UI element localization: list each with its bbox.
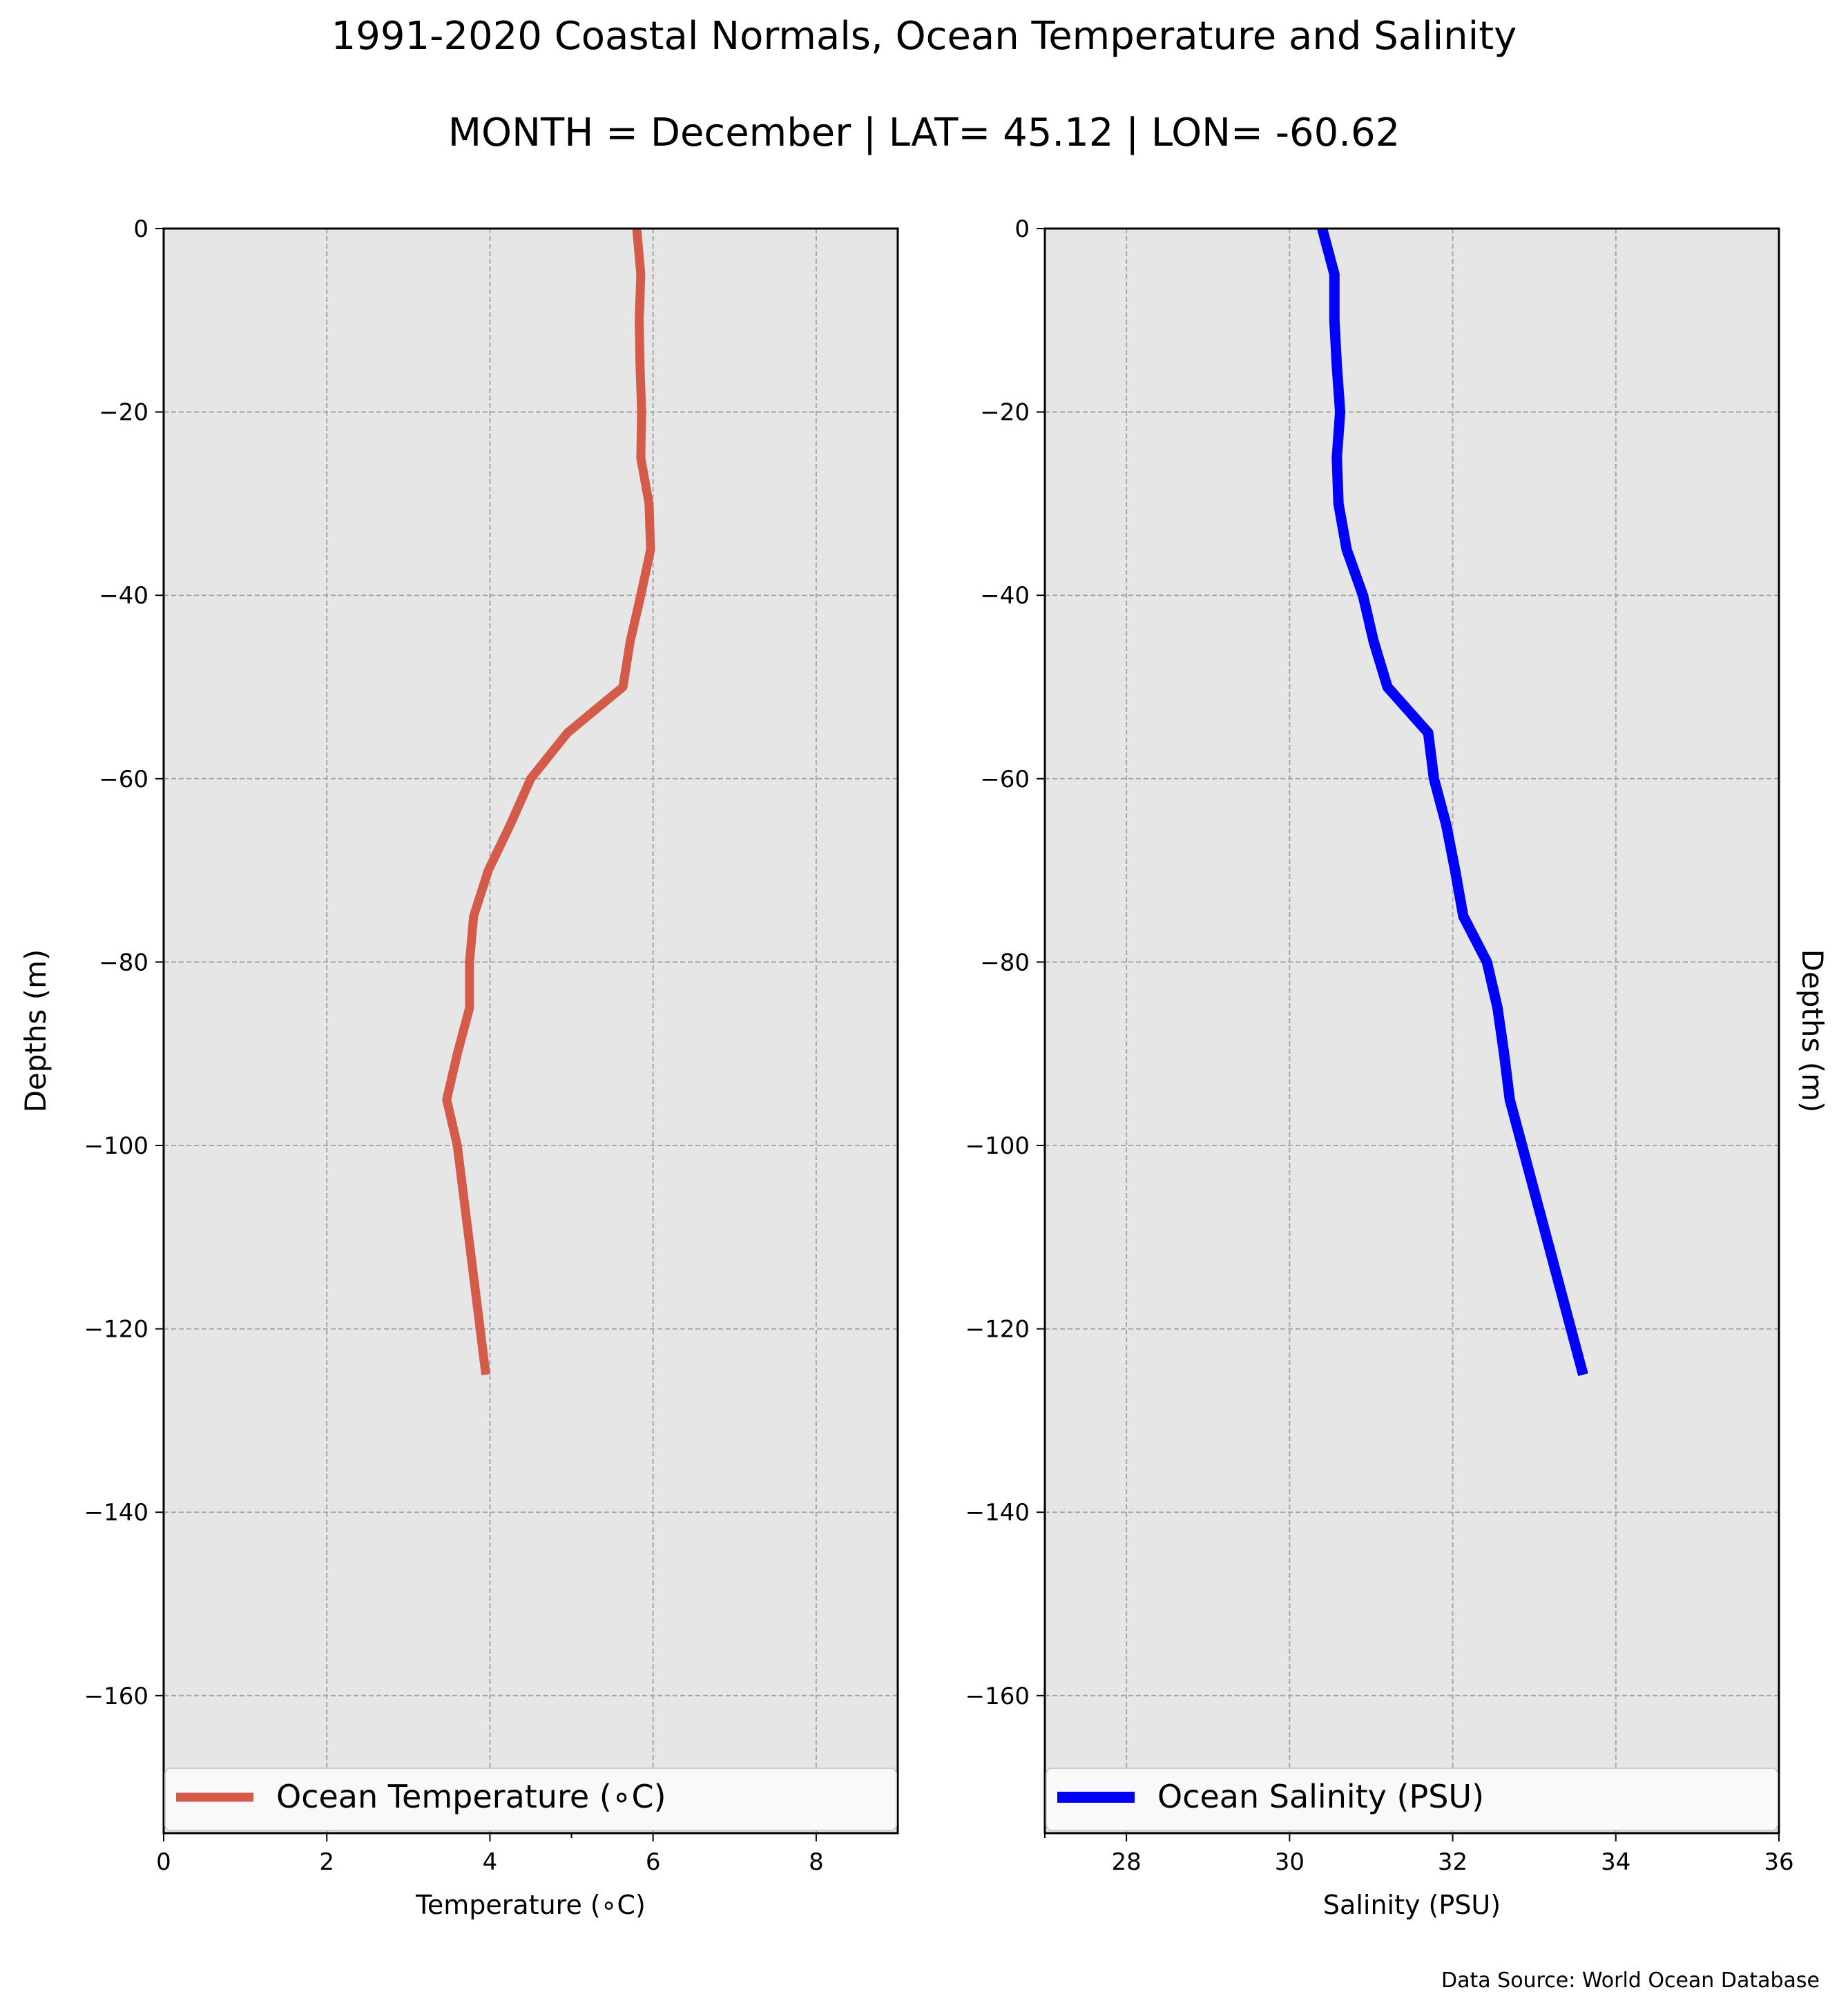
temperature-series-line [442,228,655,1375]
temperature-y-tick-label: −80 [99,949,148,976]
temperature-x-tick-label: 4 [483,1848,498,1876]
temperature-x-tick-label: 8 [809,1848,824,1876]
temperature-axes-frame [162,227,899,1835]
salinity-legend: Ocean Salinity (PSU) [1046,1768,1778,1831]
temperature-y-tick-label: −20 [99,399,148,427]
salinity-y-tick-label: −40 [980,582,1030,610]
temperature-y-tick-label: −40 [99,582,148,610]
salinity-series-line [1317,227,1588,1376]
salinity-y-tick-label: −100 [965,1132,1030,1160]
salinity-y-tick-label: −60 [980,766,1030,793]
salinity-x-tick-label: 28 [1111,1848,1141,1876]
salinity-axes-frame [1043,227,1780,1835]
salinity-x-tick-label: 36 [1764,1848,1793,1876]
salinity-x-tick-label: 32 [1438,1848,1467,1876]
salinity-panel: 28 30 32 34 36 0 −20 −40 −60 −80 −100 −120 −140 −160 S… [965,215,1829,1920]
salinity-x-tick-label: 30 [1275,1848,1305,1876]
temperature-panel: 0 2 4 6 8 0 −20 −40 −60 −80 −100 −120 −140 −160 Temper… [19,215,899,1920]
temperature-y-tick-label: −160 [84,1683,148,1710]
temperature-y-tick-label: −140 [84,1499,148,1527]
salinity-legend-label: Ocean Salinity (PSU) [1157,1778,1484,1815]
data-source-note: Data Source: World Ocean Database [1441,1968,1820,1993]
salinity-y-tick-label: −160 [965,1683,1030,1710]
temperature-x-axis-label: Temperature (∘C) [415,1890,646,1920]
salinity-plot-area [1045,229,1779,1833]
temperature-x-tick-label: 2 [319,1848,334,1876]
temperature-x-tick-label: 0 [156,1848,171,1876]
salinity-x-axis-label: Salinity (PSU) [1323,1890,1501,1920]
temperature-plot-area [164,229,898,1833]
salinity-y-tick-label: −80 [980,949,1030,976]
temperature-y-tick-label: −120 [84,1316,148,1344]
salinity-y-tick-label: −20 [980,399,1030,427]
temperature-y-axis-label: Depths (m) [19,949,52,1113]
chart-title: 1991-2020 Coastal Normals, Ocean Tempera… [331,14,1517,59]
salinity-x-tick-label: 34 [1601,1848,1630,1876]
temperature-y-tick-label: −100 [84,1132,148,1160]
salinity-y-axis-label: Depths (m) [1796,949,1829,1113]
chart-subtitle: MONTH = December | LAT= 45.12 | LON= -60… [448,110,1401,155]
temperature-legend-box [164,1768,897,1831]
salinity-y-tick-label: −140 [965,1499,1030,1527]
salinity-y-tick-label: 0 [1014,215,1030,243]
salinity-y-tick-label: −120 [965,1316,1030,1344]
temperature-y-tick-label: 0 [133,215,148,243]
temperature-y-tick-label: −60 [99,766,148,793]
temperature-legend: Ocean Temperature (∘C) [164,1768,897,1831]
temperature-legend-label: Ocean Temperature (∘C) [276,1778,666,1815]
temperature-x-tick-label: 6 [646,1848,661,1876]
salinity-legend-box [1046,1768,1778,1831]
